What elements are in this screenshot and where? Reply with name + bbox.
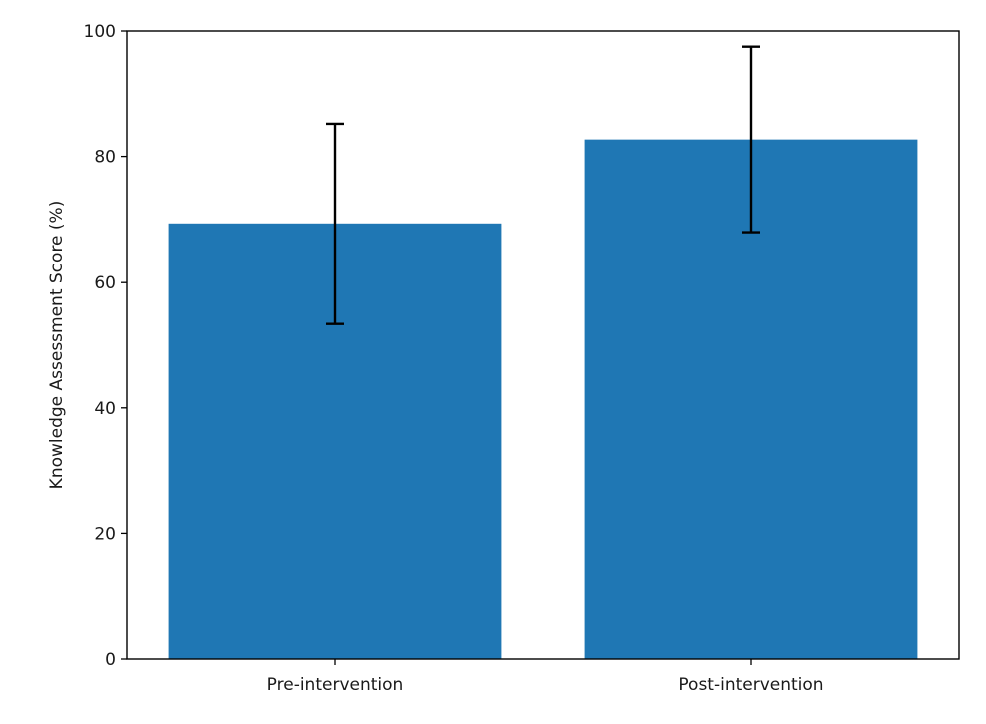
x-tick-label: Post-intervention bbox=[678, 675, 823, 695]
errorbars-layer bbox=[326, 45, 760, 325]
y-tick-label: 0 bbox=[105, 650, 116, 670]
error-bar-post-intervention bbox=[742, 45, 760, 234]
x-tick-label: Pre-intervention bbox=[267, 675, 404, 695]
y-tick-label: 100 bbox=[84, 22, 116, 42]
x-axis-ticks: Pre-intervention Post-intervention bbox=[267, 659, 824, 695]
y-tick-label: 40 bbox=[94, 399, 116, 419]
y-axis-ticks: 0 20 40 60 80 100 bbox=[84, 22, 127, 670]
y-axis-label: Knowledge Assessment Score (%) bbox=[47, 201, 67, 490]
y-tick-label: 60 bbox=[94, 273, 116, 293]
y-tick-label: 20 bbox=[94, 524, 116, 544]
bars-layer bbox=[168, 139, 918, 660]
error-bar-pre-intervention bbox=[326, 122, 344, 325]
y-tick-label: 80 bbox=[94, 148, 116, 168]
plot-frame bbox=[126, 30, 960, 660]
